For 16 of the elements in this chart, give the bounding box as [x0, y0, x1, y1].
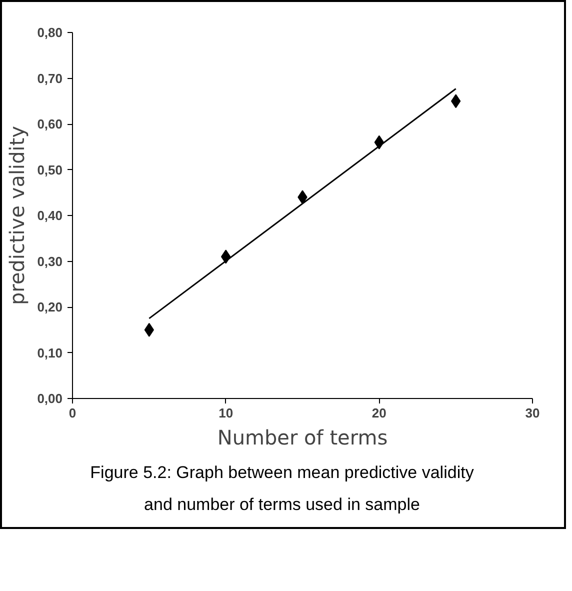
- x-tick-label: 10: [218, 406, 234, 420]
- y-tick-label: 0,60: [37, 116, 63, 132]
- x-tick-label: 20: [372, 406, 386, 420]
- caption: Figure 5.2: Graph between mean predictive validity and number of terms used in sample: [89, 462, 475, 516]
- y-tick-label: 0,70: [37, 70, 63, 86]
- x-tick-label: 0: [68, 406, 76, 420]
- x-tick-label: 30: [525, 406, 540, 420]
- y-tick-label: 0,20: [37, 300, 63, 314]
- y-tick-label: 0,40: [37, 208, 63, 223]
- y-tick-label: 0,50: [37, 162, 63, 178]
- x-axis-title: Number of terms: [217, 426, 388, 450]
- y-tick-label: 0,30: [37, 254, 63, 269]
- y-axis-title: predictive validity: [5, 126, 30, 306]
- y-tick-label: 0,10: [37, 345, 63, 360]
- y-tick-label: 0,80: [37, 25, 63, 40]
- y-tick-label: 0,00: [37, 391, 63, 406]
